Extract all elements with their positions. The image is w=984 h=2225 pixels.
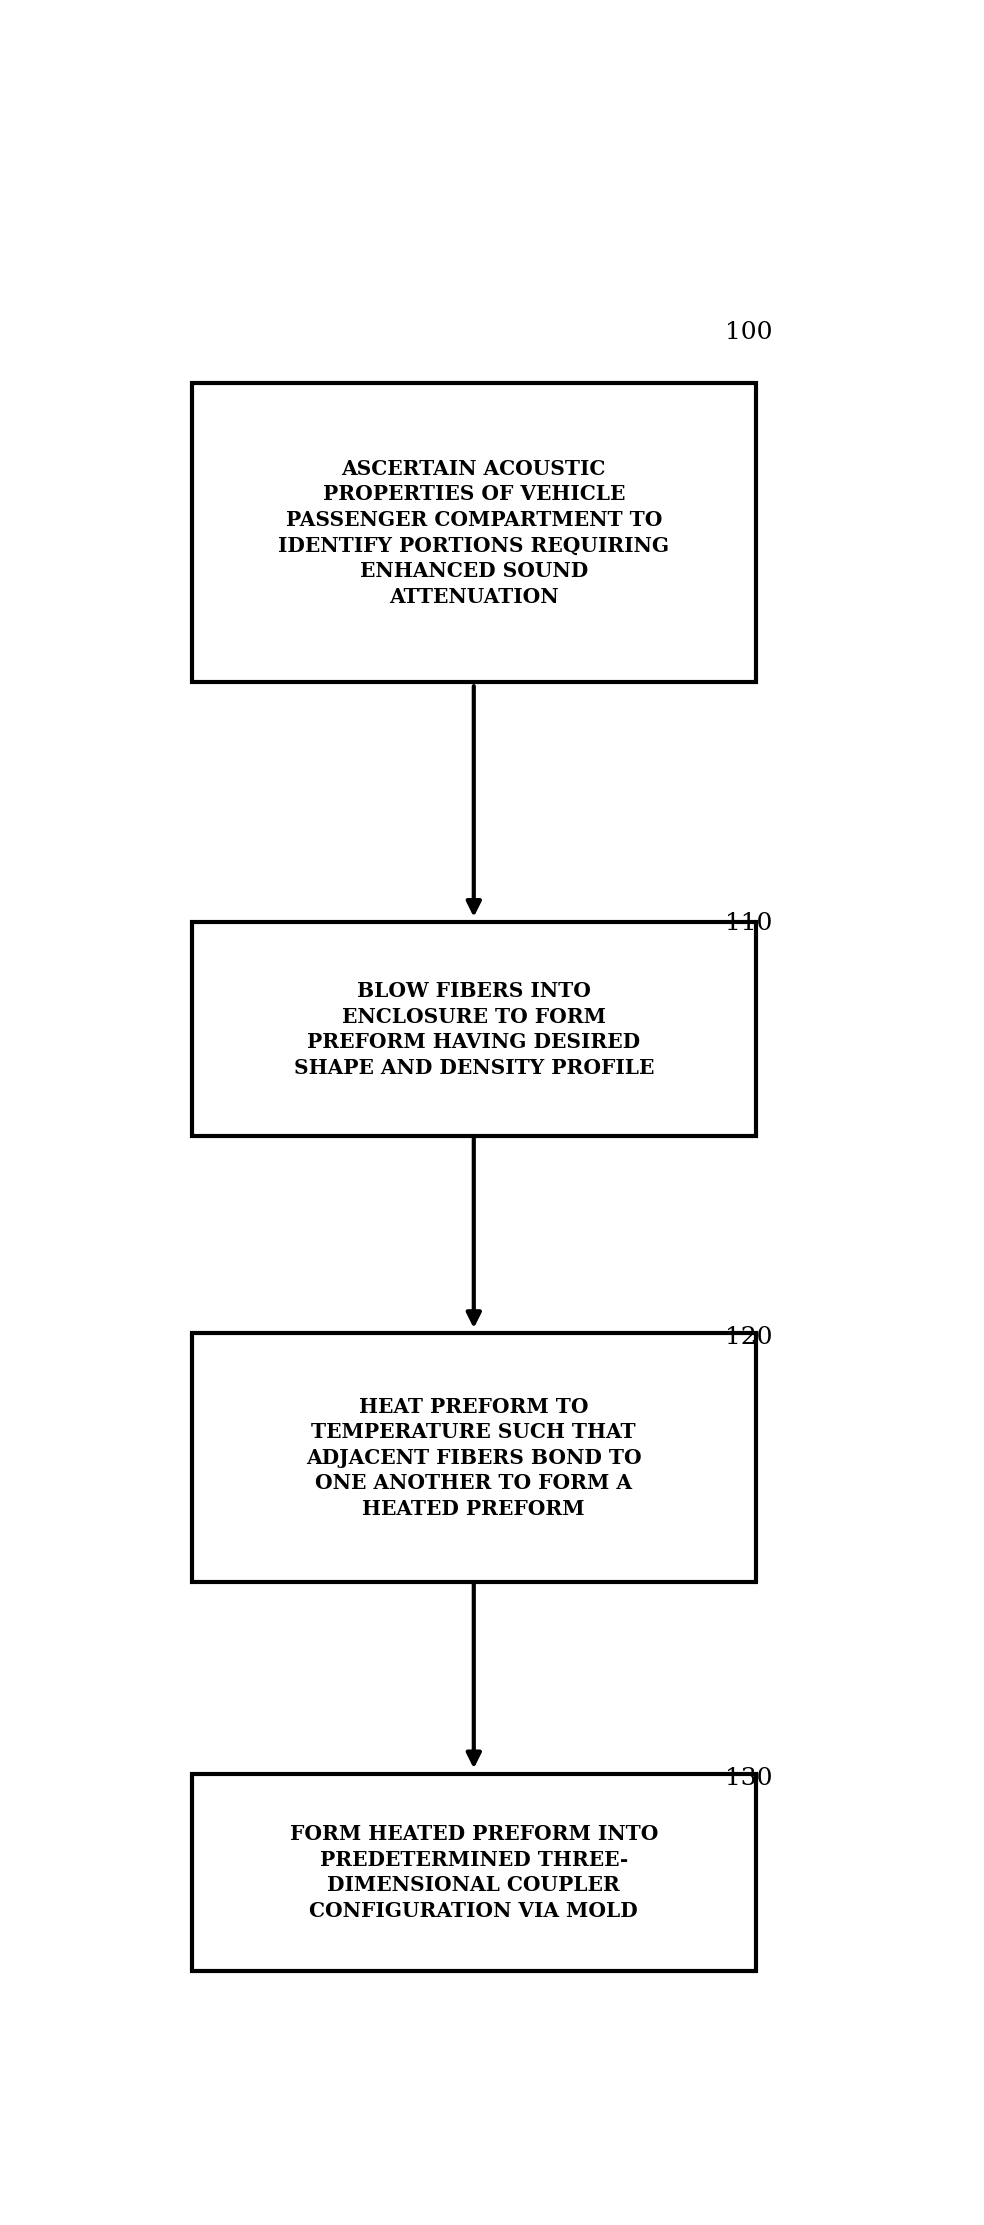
FancyBboxPatch shape <box>192 923 756 1137</box>
Text: HEAT PREFORM TO
TEMPERATURE SUCH THAT
ADJACENT FIBERS BOND TO
ONE ANOTHER TO FOR: HEAT PREFORM TO TEMPERATURE SUCH THAT AD… <box>306 1397 642 1520</box>
FancyBboxPatch shape <box>192 1773 756 1971</box>
Text: 100: 100 <box>725 320 773 343</box>
FancyBboxPatch shape <box>192 1333 756 1582</box>
Text: 120: 120 <box>725 1326 773 1348</box>
Text: BLOW FIBERS INTO
ENCLOSURE TO FORM
PREFORM HAVING DESIRED
SHAPE AND DENSITY PROF: BLOW FIBERS INTO ENCLOSURE TO FORM PREFO… <box>293 981 654 1077</box>
Text: 130: 130 <box>725 1767 773 1789</box>
Text: FORM HEATED PREFORM INTO
PREDETERMINED THREE-
DIMENSIONAL COUPLER
CONFIGURATION : FORM HEATED PREFORM INTO PREDETERMINED T… <box>289 1824 658 1920</box>
Text: ASCERTAIN ACOUSTIC
PROPERTIES OF VEHICLE
PASSENGER COMPARTMENT TO
IDENTIFY PORTI: ASCERTAIN ACOUSTIC PROPERTIES OF VEHICLE… <box>278 458 669 607</box>
FancyBboxPatch shape <box>192 383 756 683</box>
Text: 110: 110 <box>725 912 772 934</box>
